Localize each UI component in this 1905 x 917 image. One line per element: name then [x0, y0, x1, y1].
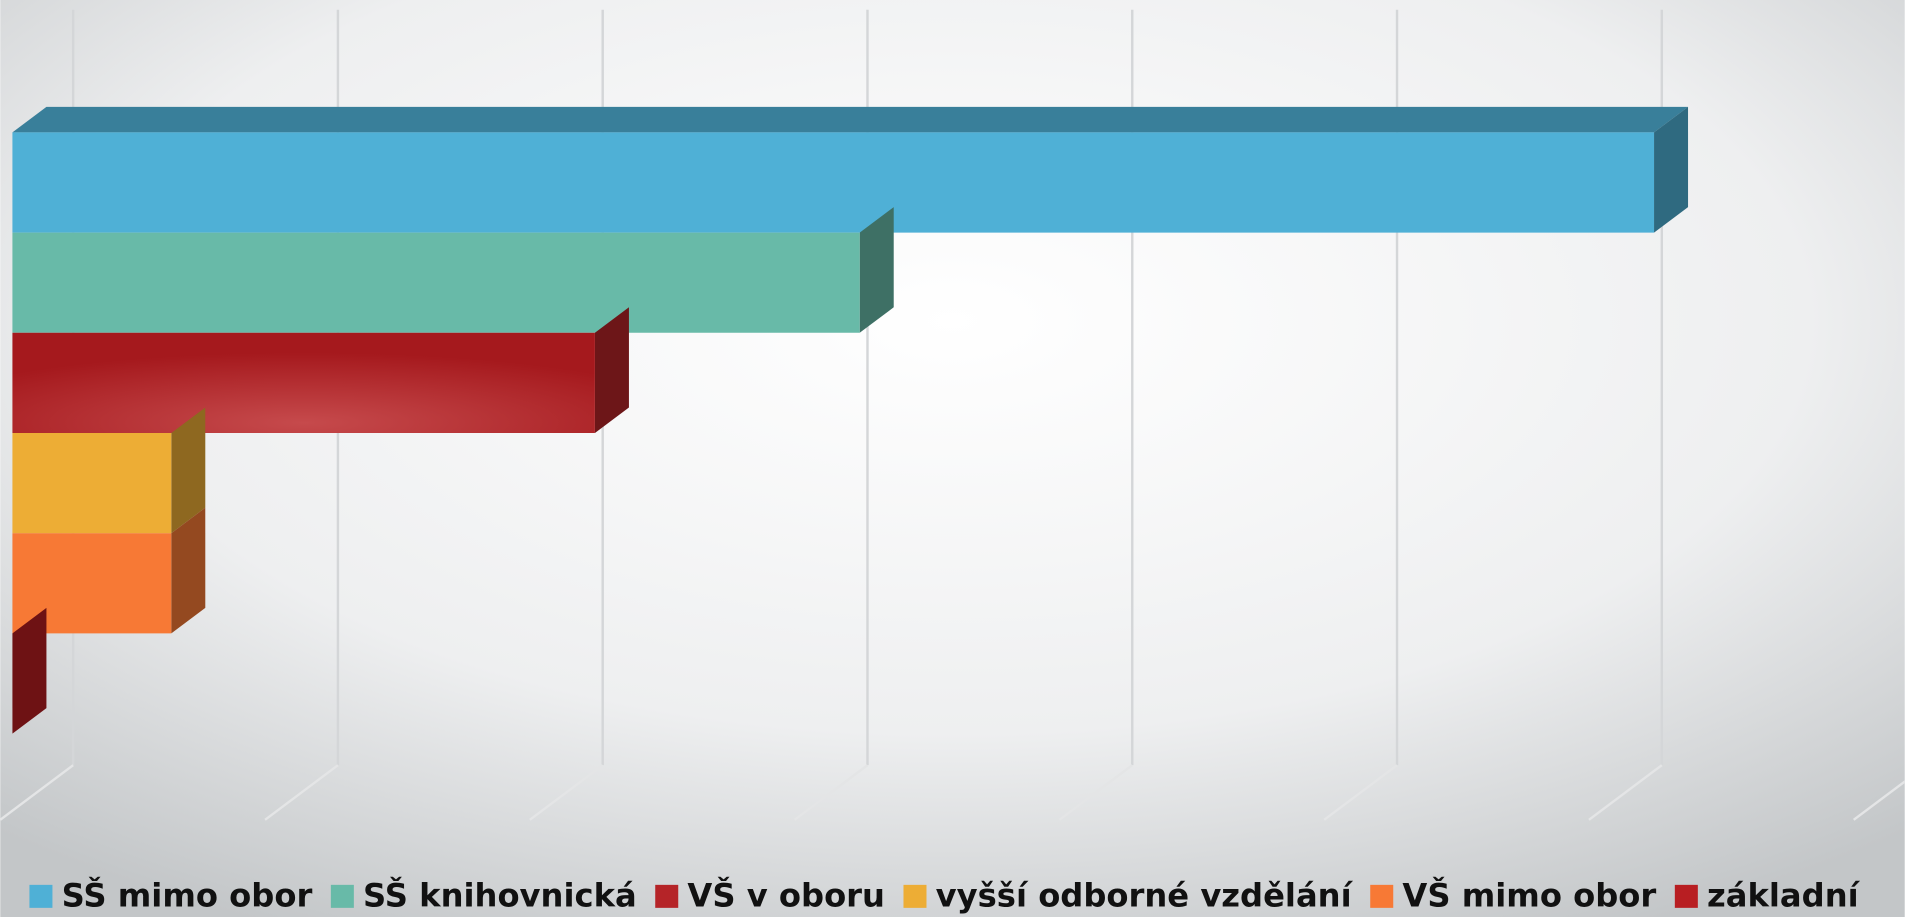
floor-line [1058, 764, 1133, 821]
legend-label: SŠ mimo obor [62, 876, 313, 915]
bar-front [12, 332, 595, 433]
bar-top [12, 106, 1689, 133]
bar [12, 607, 47, 734]
floor-line [0, 764, 74, 821]
bar-front [12, 432, 172, 534]
legend-label: VŠ mimo obor [1402, 876, 1656, 915]
floor-line [1588, 764, 1663, 821]
bar [12, 207, 894, 333]
floor-line [1323, 764, 1398, 821]
bar [12, 507, 206, 634]
bar-side [594, 307, 629, 433]
bar [12, 407, 206, 534]
legend-swatch [655, 884, 679, 908]
bar-side [1654, 106, 1689, 233]
legend-label: VŠ v oboru [687, 876, 885, 915]
floor-line [529, 764, 604, 821]
legend-label: SŠ knihovnická [363, 876, 637, 915]
legend-swatch [1674, 884, 1698, 908]
legend-swatch [330, 884, 354, 908]
bar [12, 106, 1689, 233]
legend-swatch [29, 884, 53, 908]
floor-line [793, 764, 869, 821]
bar-side [12, 607, 47, 734]
floor-line [264, 764, 339, 821]
legend-label: vyšší odborné vzdělání [936, 877, 1354, 915]
floor-line [1852, 779, 1905, 821]
legend-swatch [1370, 884, 1394, 908]
bar-side [171, 407, 206, 534]
bar-front [12, 132, 1655, 233]
bar-side [171, 507, 206, 634]
bar-front [12, 533, 172, 634]
legend-swatch [903, 884, 927, 908]
bar [12, 307, 629, 433]
legend-label: základní [1707, 877, 1861, 915]
bar-side [859, 207, 894, 333]
bar-front [12, 232, 860, 333]
